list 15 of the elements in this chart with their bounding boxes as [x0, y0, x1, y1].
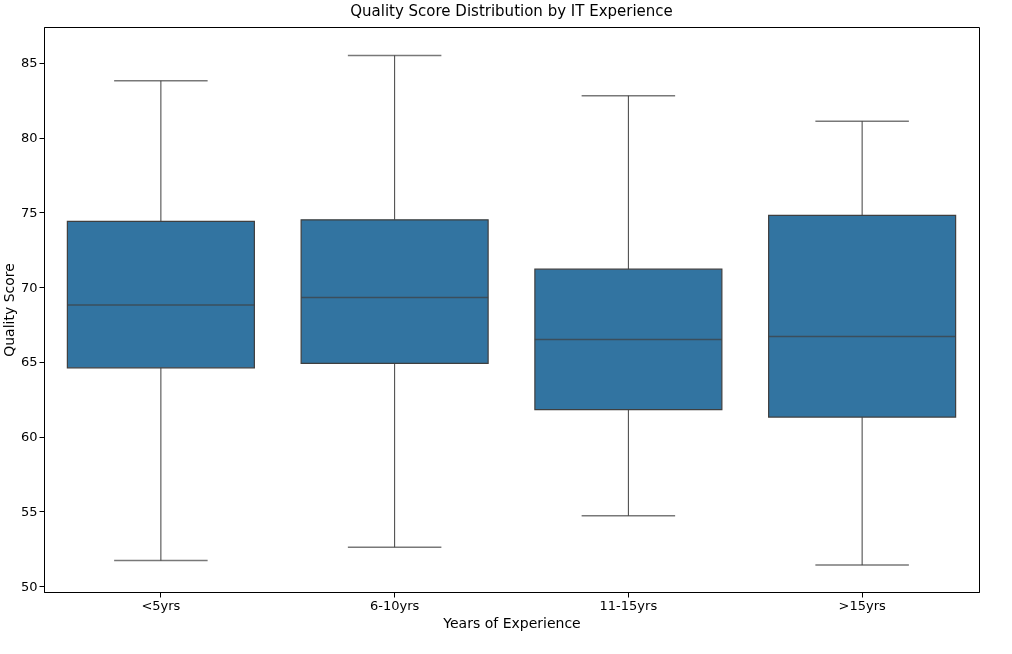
x-tick-label: 11-15yrs — [599, 597, 658, 613]
x-axis-title: Years of Experience — [442, 614, 581, 631]
y-tick-label: 60 — [20, 429, 38, 445]
y-tick-label: 85 — [20, 55, 38, 71]
y-tick-label: 75 — [20, 204, 38, 220]
chart-title: Quality Score Distribution by IT Experience — [350, 2, 673, 20]
y-tick-label: 80 — [20, 130, 38, 146]
y-tick-label: 70 — [20, 279, 38, 295]
y-tick-label: 50 — [20, 578, 38, 594]
x-tick-label: <5yrs — [141, 597, 181, 613]
y-axis-title: Quality Score — [0, 263, 17, 357]
y-tick-label: 55 — [20, 503, 38, 519]
y-tick-label: 65 — [20, 354, 38, 370]
x-tick-label: >15yrs — [838, 597, 886, 613]
x-tick-label: 6-10yrs — [369, 597, 420, 613]
